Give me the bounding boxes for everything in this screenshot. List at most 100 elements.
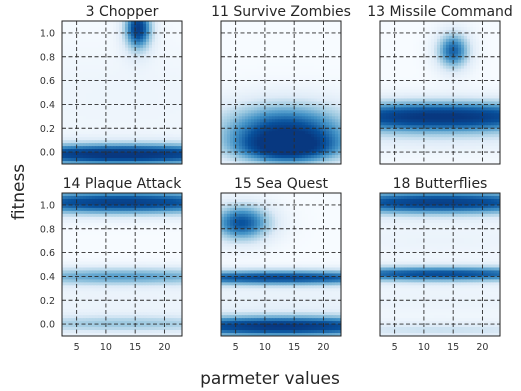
heatmap-cell xyxy=(89,107,93,111)
heatmap-cell xyxy=(131,38,135,43)
heatmap-cell xyxy=(248,44,252,49)
heatmap-cell xyxy=(272,38,276,43)
heatmap-cell xyxy=(125,155,129,159)
heatmap-cell xyxy=(269,131,273,135)
heatmap-cell xyxy=(107,95,111,100)
heatmap-cell xyxy=(311,47,315,52)
heatmap-cell xyxy=(110,47,114,52)
heatmap-cell xyxy=(173,107,177,111)
heatmap-cell xyxy=(74,158,78,162)
heatmap-cell xyxy=(131,98,135,103)
heatmap-cell xyxy=(116,140,120,144)
heatmap-cell xyxy=(233,80,237,85)
heatmap-cell xyxy=(83,29,87,34)
heatmap-cell xyxy=(62,44,66,49)
heatmap-cell xyxy=(428,80,432,85)
heatmap-cell xyxy=(122,152,126,156)
heatmap-cell xyxy=(170,21,174,25)
heatmap-cell xyxy=(86,104,90,108)
heatmap-cell xyxy=(311,128,315,132)
heatmap-cell xyxy=(410,95,414,100)
heatmap-cell xyxy=(263,50,267,55)
heatmap-cell xyxy=(164,74,168,79)
heatmap-cell xyxy=(245,134,249,138)
heatmap-cell xyxy=(407,92,411,97)
heatmap-cell xyxy=(155,89,159,94)
heatmap-cell xyxy=(302,95,306,100)
heatmap-cell xyxy=(98,149,102,153)
heatmap-cell xyxy=(116,119,120,123)
heatmap-cell xyxy=(161,89,165,94)
heatmap-cell xyxy=(440,71,444,76)
heatmap-cell xyxy=(269,89,273,94)
heatmap-cell xyxy=(392,47,396,52)
heatmap-cell xyxy=(176,83,180,88)
heatmap-cell xyxy=(431,95,435,100)
heatmap-cell xyxy=(236,152,240,156)
heatmap-cell xyxy=(404,41,408,46)
heatmap-cell xyxy=(428,23,432,28)
heatmap-cell xyxy=(395,41,399,46)
heatmap-cell xyxy=(416,50,420,55)
heatmap-cell xyxy=(221,89,225,94)
heatmap-cell xyxy=(101,56,105,61)
heatmap-cell xyxy=(497,35,500,40)
heatmap-cell xyxy=(335,62,339,67)
heatmap-cell xyxy=(101,59,105,64)
heatmap-cell xyxy=(272,155,276,159)
heatmap-cell xyxy=(392,80,396,85)
heatmap-cell xyxy=(305,89,309,94)
heatmap-cell xyxy=(86,92,90,97)
heatmap-cell xyxy=(260,80,264,85)
heatmap-cell xyxy=(113,21,117,25)
heatmap-cell xyxy=(83,26,87,31)
heatmap-cell xyxy=(419,86,423,91)
heatmap-cell xyxy=(179,143,182,147)
heatmap-cell xyxy=(305,161,309,164)
heatmap-cell xyxy=(239,113,243,117)
heatmap-cell xyxy=(152,131,156,135)
heatmap-cell xyxy=(437,56,441,61)
heatmap-cell xyxy=(155,41,159,46)
heatmap-cell xyxy=(224,158,228,162)
heatmap-cell xyxy=(314,161,318,164)
heatmap-cell xyxy=(245,56,249,61)
heatmap-cell xyxy=(149,89,153,94)
heatmap-cell xyxy=(134,116,138,120)
heatmap-cell xyxy=(68,101,72,106)
heatmap-cell xyxy=(251,149,255,153)
heatmap-cell xyxy=(311,35,315,40)
heatmap-cell xyxy=(236,113,240,117)
heatmap-cell xyxy=(437,68,441,73)
heatmap-cell xyxy=(113,44,117,49)
heatmap-cell xyxy=(431,74,435,79)
heatmap-cell xyxy=(392,98,396,103)
heatmap-cell xyxy=(404,65,408,70)
heatmap-cell xyxy=(305,23,309,28)
heatmap-cell xyxy=(245,86,249,91)
heatmap-cell xyxy=(239,50,243,55)
heatmap-cell xyxy=(161,116,165,120)
heatmap-cell xyxy=(278,95,282,100)
heatmap-cell xyxy=(149,116,153,120)
heatmap-cell xyxy=(242,95,246,100)
heatmap-cell xyxy=(293,71,297,76)
heatmap-cell xyxy=(176,143,180,147)
heatmap-cell xyxy=(65,95,69,100)
heatmap-cell xyxy=(335,59,339,64)
heatmap-cell xyxy=(83,47,87,52)
heatmap-cell xyxy=(92,50,96,55)
heatmap-cell xyxy=(86,50,90,55)
heatmap-cell xyxy=(269,146,273,150)
heatmap-cell xyxy=(263,134,267,138)
heatmap-cell xyxy=(155,113,159,117)
heatmap-cell xyxy=(137,137,141,141)
heatmap-cell xyxy=(497,77,500,82)
heatmap-cell xyxy=(476,41,480,46)
heatmap-cell xyxy=(176,86,180,91)
heatmap-cell xyxy=(458,98,462,103)
heatmap-cell xyxy=(116,29,120,34)
heatmap-cell xyxy=(140,125,144,129)
heatmap-cell xyxy=(137,116,141,120)
heatmap-cell xyxy=(155,56,159,61)
